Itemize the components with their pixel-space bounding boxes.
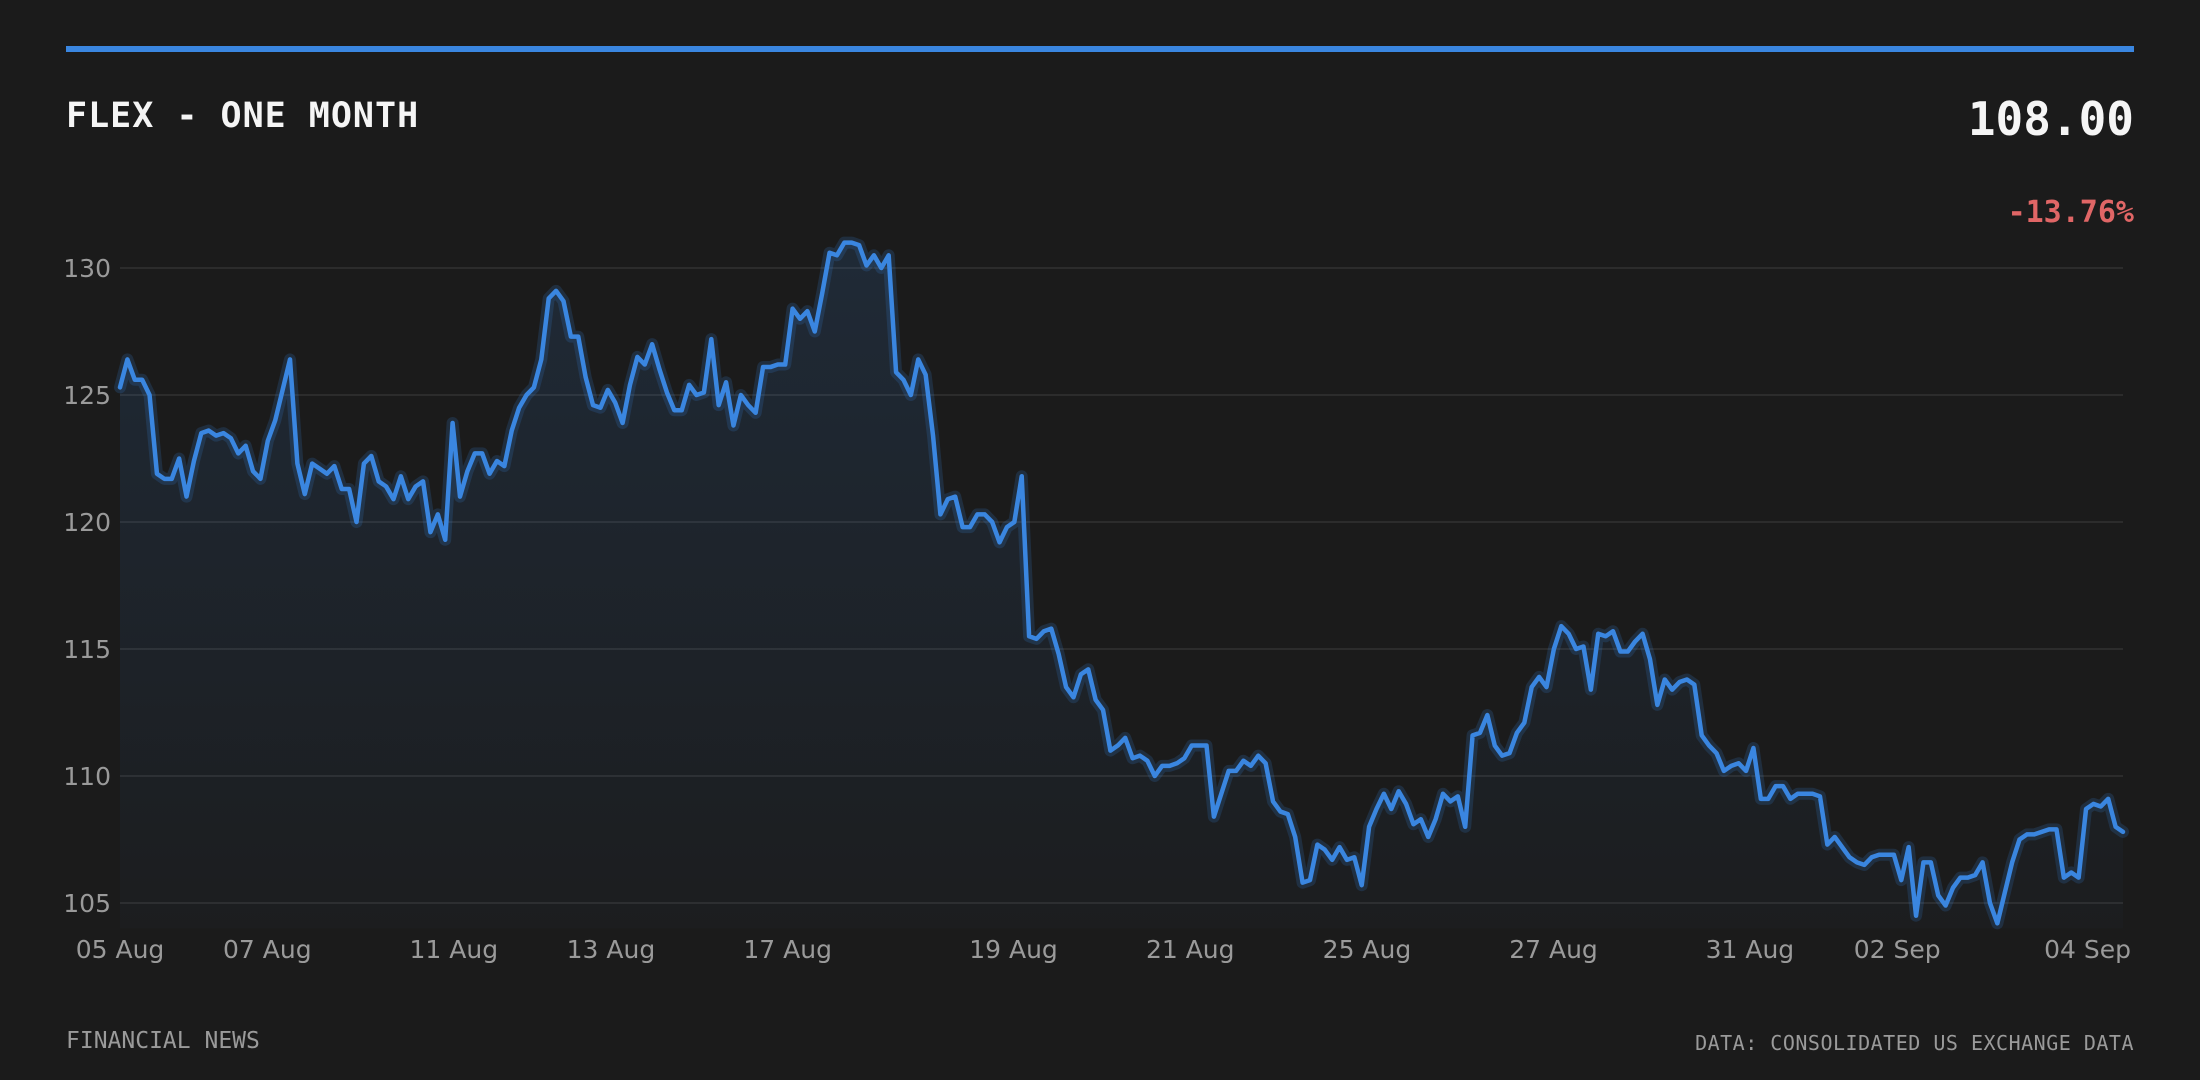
footer-data-credit: DATA: CONSOLIDATED US EXCHANGE DATA: [1695, 1031, 2134, 1055]
x-tick-label: 02 Sep: [1854, 935, 1941, 964]
footer-source-left: FINANCIAL NEWS: [66, 1028, 260, 1054]
chart-title: FLEX - ONE MONTH: [66, 96, 420, 136]
y-axis-ticks: 105 110 115 120 125 130: [63, 254, 111, 918]
y-tick-label: 125: [63, 381, 111, 410]
current-price: 108.00: [1967, 92, 2134, 146]
price-chart: 105 110 115 120 125 130 05 Aug 07 Aug 11 Aug 13 …: [63, 236, 2131, 964]
x-tick-label: 05 Aug: [76, 935, 165, 964]
y-tick-label: 130: [63, 254, 111, 283]
x-tick-label: 19 Aug: [969, 935, 1058, 964]
x-tick-label: 31 Aug: [1706, 935, 1795, 964]
price-line: [117, 240, 2126, 926]
x-tick-label: 13 Aug: [567, 935, 656, 964]
y-tick-label: 115: [63, 635, 111, 664]
x-tick-label: 25 Aug: [1323, 935, 1412, 964]
price-area-fill: [120, 242, 2123, 929]
percent-change: -13.76%: [2007, 195, 2134, 230]
x-tick-label: 11 Aug: [410, 935, 499, 964]
x-axis-ticks: 05 Aug 07 Aug 11 Aug 13 Aug 17 Aug 19 Aug 21 A…: [76, 935, 2131, 964]
x-tick-label: 04 Sep: [2044, 935, 2131, 964]
accent-top-bar: [66, 46, 2134, 52]
y-tick-label: 110: [63, 762, 111, 791]
x-tick-label: 17 Aug: [743, 935, 832, 964]
y-tick-label: 105: [63, 889, 111, 918]
y-tick-label: 120: [63, 508, 111, 537]
x-tick-label: 07 Aug: [223, 935, 312, 964]
x-tick-label: 27 Aug: [1509, 935, 1598, 964]
x-tick-label: 21 Aug: [1146, 935, 1235, 964]
